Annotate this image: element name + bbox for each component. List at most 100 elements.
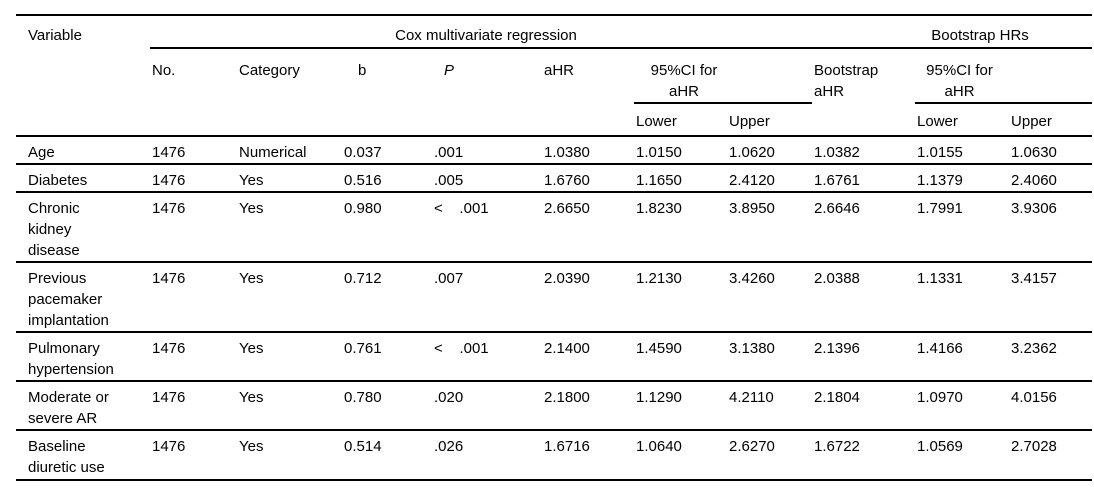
cell-b: 0.514: [344, 438, 382, 455]
cell-no: 1476: [152, 144, 186, 161]
cell-variable: Baseline diuretic use: [28, 438, 105, 476]
cell-boot_lower: 1.0970: [917, 389, 963, 406]
cell-boot_lower: 1.1379: [917, 172, 963, 189]
cell-boot_upper: 2.7028: [1011, 438, 1057, 455]
cell-ahr: 2.1400: [544, 340, 590, 357]
cell-b: 0.712: [344, 270, 382, 287]
table-row: Baseline diuretic use 1476 Yes 0.514 .026 1.6…: [16, 430, 1093, 480]
cell-ci_lower: 1.8230: [636, 200, 682, 217]
cell-ci_upper: 3.4260: [729, 270, 775, 287]
table-row: Pulmonary hypertension 1476 Yes 0.761 < .001…: [16, 332, 1093, 381]
cell-ci_upper: 4.2110: [729, 389, 774, 406]
header-row-columns: No. Category b P aHR 95%CI for aHR Boots…: [16, 48, 1093, 104]
table-row: Chronic kidney disease 1476 Yes 0.980 < .001…: [16, 192, 1093, 262]
cell-category: Yes: [239, 389, 264, 406]
header-bootstrap-ahr: Bootstrap aHR: [814, 62, 879, 100]
header-group-cox: Cox multivariate regression: [150, 15, 813, 49]
header-p: P: [444, 62, 455, 79]
header-ci-bootstrap: 95%CI for aHR: [915, 48, 1093, 104]
cell-boot_upper: 4.0156: [1011, 389, 1057, 406]
cell-boot_lower: 1.1331: [917, 270, 963, 287]
header-ci-cox: 95%CI for aHR: [634, 48, 813, 104]
cell-ahr: 2.0390: [544, 270, 590, 287]
table-row: Diabetes 1476 Yes 0.516 .005 1.6760 1.1650 2.41…: [16, 164, 1093, 192]
cell-boot_upper: 3.2362: [1011, 340, 1057, 357]
cell-category: Yes: [239, 438, 264, 455]
cell-boot_upper: 3.4157: [1011, 270, 1057, 287]
cell-ci_upper: 2.4120: [729, 172, 775, 189]
header-ci-bootstrap-lower: Lower: [917, 113, 958, 130]
cell-category: Yes: [239, 340, 264, 357]
regression-table: Variable Cox multivariate regression Boo…: [16, 14, 1093, 481]
cell-bootstrap_ahr: 1.6722: [814, 438, 860, 455]
cell-p: .001: [434, 144, 464, 161]
header-ci-bootstrap-upper: Upper: [1011, 113, 1052, 130]
cell-b: 0.516: [344, 172, 382, 189]
cell-category: Numerical: [239, 144, 307, 161]
cell-ci_upper: 2.6270: [729, 438, 775, 455]
cell-b: 0.037: [344, 144, 382, 161]
cell-boot_lower: 1.7991: [917, 200, 963, 217]
cell-p: .007: [434, 270, 464, 287]
cell-p: .005: [434, 172, 464, 189]
header-category: Category: [239, 62, 300, 79]
cell-category: Yes: [239, 200, 264, 217]
table-row: Moderate or severe AR 1476 Yes 0.780 .020 2.1…: [16, 381, 1093, 430]
cell-boot_lower: 1.0155: [917, 144, 963, 161]
cell-variable: Pulmonary hypertension: [28, 340, 114, 378]
header-group-bootstrap: Bootstrap HRs: [812, 15, 1093, 49]
cell-variable: Previous pacemaker implantation: [28, 270, 109, 329]
cell-ci_upper: 3.8950: [729, 200, 775, 217]
cell-no: 1476: [152, 389, 186, 406]
cell-no: 1476: [152, 200, 186, 217]
cell-p: .020: [434, 389, 464, 406]
cell-boot_upper: 2.4060: [1011, 172, 1057, 189]
header-ci-cox-upper: Upper: [729, 113, 770, 130]
cell-variable: Moderate or severe AR: [28, 389, 109, 427]
cell-boot_lower: 1.4166: [917, 340, 963, 357]
cell-variable: Chronic kidney disease: [28, 200, 80, 259]
cell-p: < .001: [434, 200, 489, 217]
cell-b: 0.980: [344, 200, 382, 217]
cell-b: 0.761: [344, 340, 382, 357]
cell-no: 1476: [152, 438, 186, 455]
cell-boot_lower: 1.0569: [917, 438, 963, 455]
cell-no: 1476: [152, 340, 186, 357]
cell-ci_lower: 1.1290: [636, 389, 682, 406]
cell-ci_lower: 1.1650: [636, 172, 682, 189]
cell-ci_upper: 1.0620: [729, 144, 775, 161]
cell-ahr: 2.6650: [544, 200, 590, 217]
cell-b: 0.780: [344, 389, 382, 406]
cell-ahr: 1.6716: [544, 438, 590, 455]
header-variable: Variable: [28, 27, 82, 44]
cell-p: .026: [434, 438, 464, 455]
cell-ci_lower: 1.0640: [636, 438, 682, 455]
header-ci-cox-lower: Lower: [636, 113, 677, 130]
header-b: b: [358, 62, 367, 79]
cell-bootstrap_ahr: 1.0382: [814, 144, 860, 161]
cell-ahr: 1.0380: [544, 144, 590, 161]
cell-bootstrap_ahr: 1.6761: [814, 172, 860, 189]
cell-category: Yes: [239, 172, 264, 189]
cell-ci_lower: 1.0150: [636, 144, 682, 161]
cell-bootstrap_ahr: 2.0388: [814, 270, 860, 287]
cell-ci_upper: 3.1380: [729, 340, 775, 357]
cell-bootstrap_ahr: 2.1396: [814, 340, 860, 357]
cell-ci_lower: 1.4590: [636, 340, 682, 357]
cell-p: < .001: [434, 340, 489, 357]
table-body: Age 1476 Numerical 0.037 .001 1.0380 1.0150 1.0…: [16, 136, 1093, 480]
cell-bootstrap_ahr: 2.1804: [814, 389, 860, 406]
cell-ahr: 2.1800: [544, 389, 590, 406]
table-row: Age 1476 Numerical 0.037 .001 1.0380 1.0150 1.0…: [16, 136, 1093, 164]
cell-boot_upper: 1.0630: [1011, 144, 1057, 161]
header-row-bounds: Lower Upper Lower Upper: [16, 103, 1092, 136]
cell-no: 1476: [152, 270, 186, 287]
header-row-groups: Variable Cox multivariate regression Boo…: [16, 15, 1093, 49]
cell-variable: Diabetes: [28, 172, 88, 189]
table-row: Previous pacemaker implantation 1476 Yes 0.…: [16, 262, 1093, 332]
cell-no: 1476: [152, 172, 186, 189]
cell-ci_lower: 1.2130: [636, 270, 682, 287]
cell-boot_upper: 3.9306: [1011, 200, 1057, 217]
header-no: No.: [152, 62, 176, 79]
cell-ahr: 1.6760: [544, 172, 590, 189]
